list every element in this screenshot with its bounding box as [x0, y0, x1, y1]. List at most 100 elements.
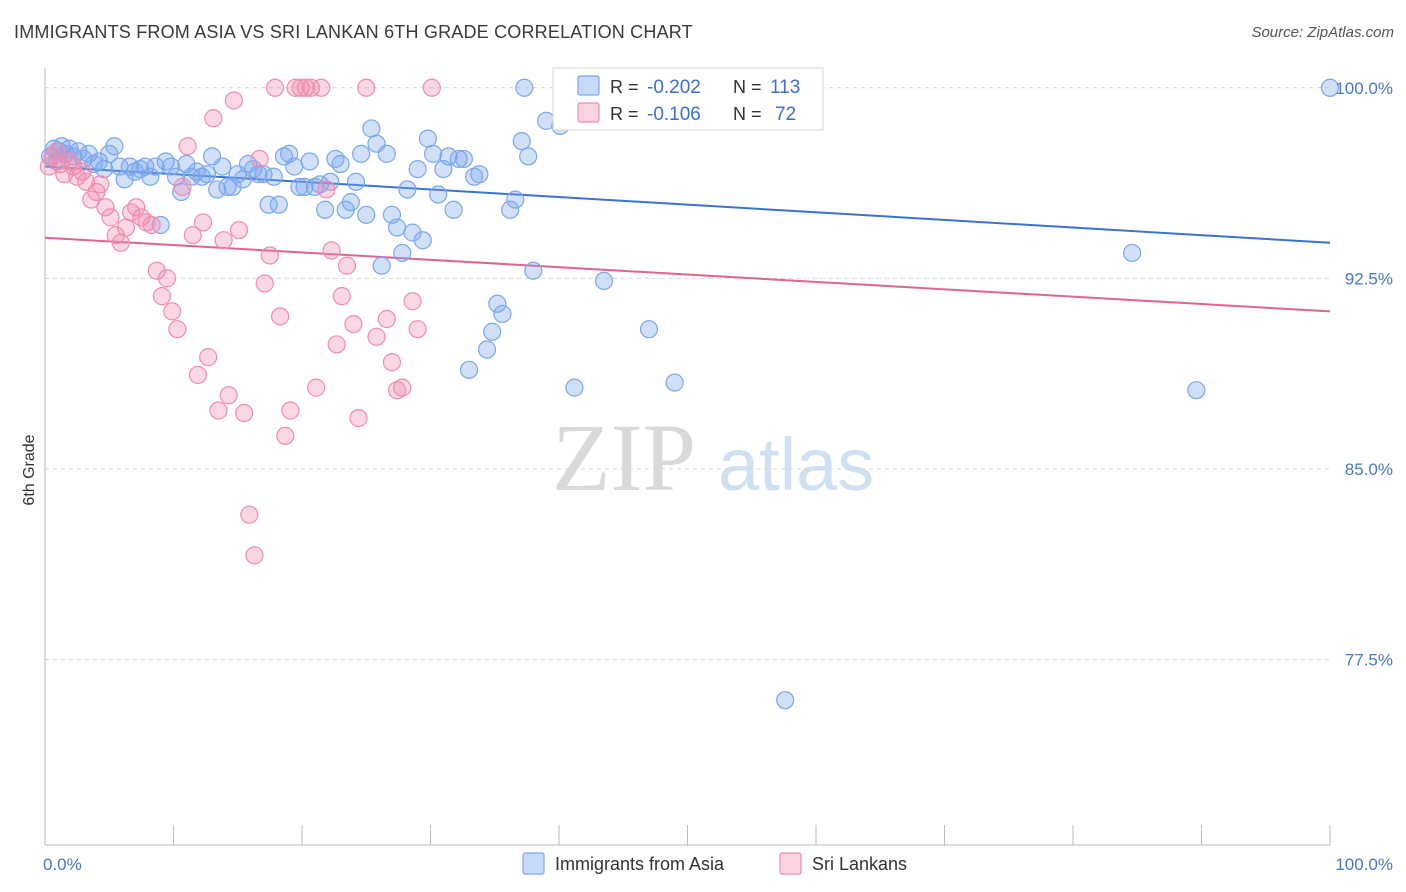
tick-labels: 100.0% 92.5% 85.0% 77.5% 0.0% 100.0% [43, 79, 1393, 874]
point-asia-84 [459, 360, 479, 379]
point-asia-87 [477, 340, 497, 359]
point-asia-88 [483, 322, 502, 341]
point-srilanka-26 [163, 302, 182, 321]
point-asia-37 [218, 177, 237, 196]
point-srilanka-47 [271, 307, 290, 326]
stats-r-label-asia: R = [610, 77, 639, 97]
point-srilanka-51 [291, 78, 310, 97]
stats-n-value-srilanka: 72 [775, 104, 796, 125]
point-asia-89 [488, 294, 507, 313]
legend-item-srilanka[interactable]: Sri Lankans [779, 852, 907, 875]
point-asia-109 [776, 691, 795, 710]
point-srilanka-32 [193, 213, 213, 232]
point-asia-58 [326, 149, 345, 169]
point-srilanka-57 [322, 241, 341, 260]
point-srilanka-69 [403, 292, 422, 311]
point-srilanka-52 [296, 78, 315, 97]
point-asia-36 [213, 157, 232, 176]
point-srilanka-48 [276, 426, 295, 446]
point-srilanka-19 [127, 198, 146, 217]
point-srilanka-49 [281, 401, 300, 420]
trend-lines [44, 165, 1331, 313]
trend-line-srilanka [44, 236, 1331, 313]
point-asia-83 [454, 149, 474, 169]
legend-label-asia: Immigrants from Asia [555, 854, 725, 874]
point-asia-46 [264, 167, 283, 186]
point-srilanka-61 [344, 314, 363, 334]
point-asia-50 [285, 157, 304, 176]
point-asia-65 [362, 119, 381, 138]
point-srilanka-42 [245, 546, 264, 565]
stats-r-value-srilanka: -0.106 [647, 104, 701, 125]
x-tick-label-1: 100.0% [1335, 855, 1393, 874]
point-srilanka-59 [332, 287, 351, 306]
point-asia-93 [512, 132, 531, 151]
y-axis-title: 6th Grade [21, 434, 38, 505]
point-asia-76 [418, 129, 438, 148]
point-asia-33 [197, 165, 217, 184]
point-srilanka-23 [147, 261, 166, 280]
stats-n-label-asia: N = [733, 77, 762, 97]
point-srilanka-41 [240, 505, 259, 524]
axes [44, 68, 1331, 846]
point-asia-67 [372, 256, 391, 275]
point-asia-95 [524, 261, 543, 280]
stats-n-label-srilanka: N = [733, 104, 762, 124]
point-asia-30 [182, 167, 201, 186]
x-tick-label-0: 0.0% [43, 855, 82, 874]
point-srilanka-45 [260, 246, 279, 265]
y-tick-label-0: 100.0% [1335, 79, 1393, 98]
y-tick-label-3: 77.5% [1345, 651, 1393, 670]
point-srilanka-29 [178, 137, 197, 156]
point-asia-53 [300, 152, 319, 171]
point-asia-10 [79, 144, 98, 163]
point-srilanka-56 [317, 180, 336, 199]
point-srilanka-8 [73, 162, 92, 181]
point-asia-42 [244, 159, 263, 179]
point-asia-61 [341, 193, 360, 212]
point-asia-56 [316, 200, 335, 219]
point-srilanka-66 [382, 353, 402, 372]
point-asia-52 [295, 177, 314, 196]
point-srilanka-14 [101, 208, 120, 227]
point-srilanka-71 [422, 78, 441, 97]
point-srilanka-43 [250, 149, 269, 169]
stats-r-label-srilanka: R = [610, 104, 639, 124]
point-srilanka-67 [387, 381, 407, 400]
trend-line-asia [44, 165, 1331, 244]
point-asia-85 [465, 167, 484, 186]
watermark: ZIP atlas [552, 404, 874, 511]
point-asia-32 [192, 167, 211, 186]
data-points [39, 78, 1340, 710]
point-asia-47 [269, 195, 288, 214]
point-asia-82 [449, 149, 468, 169]
point-srilanka-34 [204, 109, 223, 128]
point-srilanka-53 [301, 78, 321, 97]
point-srilanka-58 [327, 335, 346, 354]
chart-source: Source: ZipAtlas.com [1251, 24, 1394, 41]
point-srilanka-40 [235, 403, 254, 423]
point-srilanka-12 [91, 175, 110, 194]
point-srilanka-13 [96, 198, 115, 217]
point-asia-94 [519, 147, 538, 166]
y-tick-label-1: 92.5% [1345, 269, 1393, 288]
point-asia-43 [249, 165, 268, 184]
point-asia-103 [639, 320, 659, 339]
point-asia-102 [594, 271, 614, 291]
point-srilanka-17 [116, 218, 136, 237]
stats-n-value-asia: 113 [770, 77, 800, 98]
point-asia-73 [403, 223, 422, 242]
point-srilanka-25 [157, 269, 177, 288]
point-srilanka-28 [173, 177, 192, 196]
stats-box: R = -0.202 N = 113 R = -0.106 N = 72 [552, 67, 824, 131]
point-asia-112 [1320, 78, 1340, 97]
y-tick-label-2: 85.0% [1345, 460, 1393, 479]
chart-title: IMMIGRANTS FROM ASIA VS SRI LANKAN 6TH G… [14, 22, 693, 42]
point-srilanka-7 [68, 167, 87, 186]
point-asia-72 [398, 180, 417, 199]
point-srilanka-55 [312, 78, 331, 97]
legend-swatch-asia [522, 852, 545, 875]
legend-item-asia[interactable]: Immigrants from Asia [522, 852, 725, 875]
legend: Immigrants from Asia Sri Lankans [522, 852, 907, 875]
